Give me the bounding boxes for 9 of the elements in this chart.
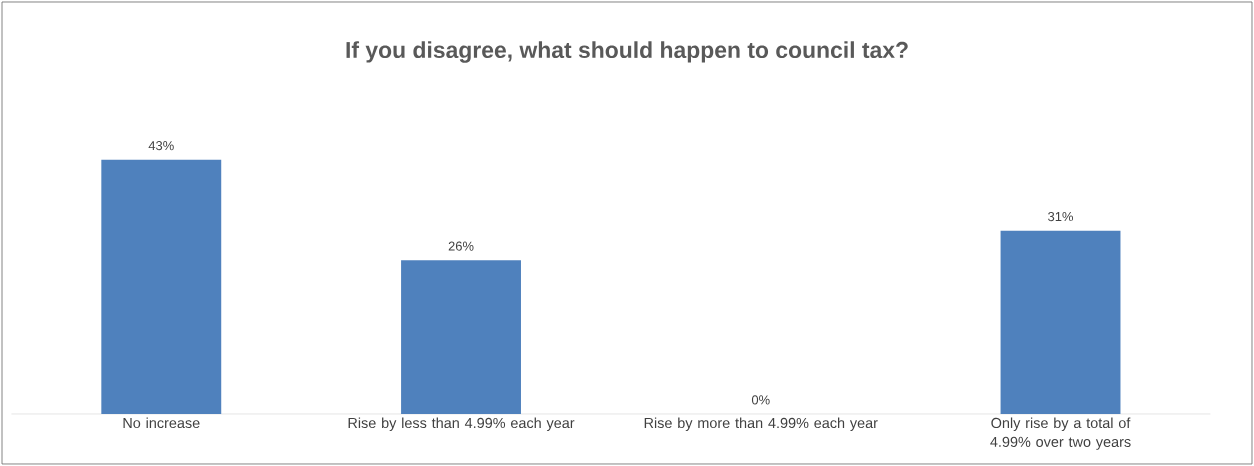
chart-title: If you disagree, what should happen to council tax? xyxy=(346,41,908,63)
x-tick-label: No increase xyxy=(123,417,200,429)
x-tick-label: Rise by less than 4.99% each year xyxy=(348,417,575,431)
x-tick-label: Only rise by a total of 4.99% over two years xyxy=(990,417,1131,450)
data-label: 43% xyxy=(148,141,174,151)
x-tick-label: Rise by more than 4.99% each year xyxy=(644,417,878,431)
data-label: 31% xyxy=(1048,211,1074,222)
data-label: 0% xyxy=(751,395,770,405)
data-label: 26% xyxy=(448,241,474,251)
